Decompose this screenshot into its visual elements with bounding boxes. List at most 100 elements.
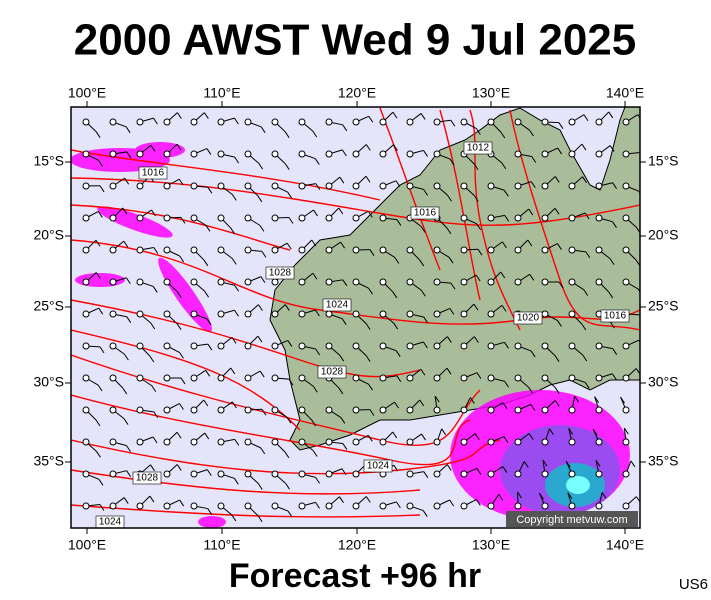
barb-station	[622, 502, 630, 510]
isobar-label: 1024	[367, 461, 390, 472]
barb-flag	[527, 239, 533, 247]
barb-flag	[393, 322, 399, 330]
barb-station	[595, 502, 603, 510]
barb-station	[298, 150, 306, 158]
barb-station	[352, 182, 360, 190]
barb-flag	[125, 277, 131, 285]
barb-flag	[582, 354, 588, 362]
barb-flag	[258, 304, 263, 311]
barb-flag	[530, 181, 536, 188]
barb-station	[298, 118, 306, 126]
barb-flag	[529, 129, 534, 137]
barb-station	[379, 118, 387, 126]
barb-station	[298, 438, 306, 446]
barb-flag	[393, 464, 399, 472]
barb-flag	[259, 370, 265, 378]
barb-station	[514, 118, 522, 126]
barb-flag	[284, 131, 290, 138]
barb-flag	[315, 309, 320, 317]
barb-flag	[149, 495, 155, 503]
barb-flag	[122, 207, 128, 215]
barb-station	[244, 406, 252, 414]
barb-flag	[176, 323, 182, 330]
barb-station	[379, 502, 387, 510]
barb-station	[433, 342, 441, 350]
barb-flag	[612, 221, 617, 228]
barb-flag	[207, 343, 213, 351]
lat-label-left: 30°S	[33, 374, 64, 390]
barb-station	[325, 342, 333, 350]
barb-flag	[523, 461, 529, 468]
barb-station	[163, 182, 171, 190]
barb-flag	[342, 443, 348, 450]
barb-station	[163, 470, 171, 478]
barb-flag	[531, 156, 537, 163]
barb-station	[82, 150, 90, 158]
barb-station	[325, 310, 333, 318]
barb-flag	[205, 370, 211, 377]
barb-station	[298, 374, 306, 382]
barb-station	[514, 150, 522, 158]
barb-flag	[609, 145, 615, 152]
barb-station	[541, 342, 549, 350]
barb-flag	[476, 223, 482, 231]
barb-station	[217, 182, 225, 190]
barb-station	[487, 374, 495, 382]
rain-area	[75, 273, 125, 287]
barb-flag	[365, 144, 371, 151]
barb-flag	[176, 432, 182, 439]
rain-area	[135, 142, 185, 158]
barb-station	[406, 502, 414, 510]
barb-flag	[206, 148, 212, 155]
title: 2000 AWST Wed 9 Jul 2025	[74, 16, 636, 65]
barb-station	[568, 278, 576, 286]
barb-flag	[557, 243, 562, 250]
barb-flag	[125, 126, 131, 134]
barb-station	[136, 502, 144, 510]
barb-flag	[503, 190, 509, 197]
barb-flag	[609, 321, 615, 329]
barb-station	[595, 374, 603, 382]
barb-station	[379, 278, 387, 286]
barb-flag	[558, 281, 564, 289]
barb-flag	[122, 387, 128, 395]
barb-station	[244, 470, 252, 478]
lon-label-top: 130°E	[472, 85, 510, 101]
barb-station	[190, 278, 198, 286]
barb-flag	[419, 399, 425, 407]
barb-station	[568, 182, 576, 190]
barb-flag	[609, 258, 615, 265]
barb-flag	[584, 382, 590, 389]
barb-flag	[180, 377, 186, 385]
barb-flag	[557, 147, 563, 155]
barb-flag	[449, 499, 455, 507]
barb-station	[244, 150, 252, 158]
barb-station	[163, 502, 171, 510]
lon-label-bottom: 130°E	[472, 537, 510, 553]
barb-flag	[97, 384, 103, 392]
barb-station	[244, 310, 252, 318]
barb-flag	[312, 386, 318, 393]
barb-station	[244, 118, 252, 126]
barb-station	[82, 214, 90, 222]
barb-flag	[422, 510, 428, 517]
barb-station	[298, 246, 306, 254]
barb-station	[487, 246, 495, 254]
barb-flag	[95, 131, 101, 138]
barb-flag	[554, 387, 560, 394]
barb-flag	[450, 119, 456, 127]
barb-flag	[585, 251, 591, 259]
barb-flag	[601, 492, 607, 499]
barb-station	[325, 118, 333, 126]
barb-flag	[96, 451, 101, 458]
barb-flag	[368, 383, 373, 391]
barb-flag	[340, 241, 346, 249]
barb-station	[136, 278, 144, 286]
barb-station	[163, 310, 171, 318]
barb-flag	[423, 316, 429, 324]
barb-flag	[612, 348, 618, 355]
barb-flag	[623, 427, 629, 435]
barb-station	[352, 246, 360, 254]
barb-flag	[446, 367, 452, 375]
barb-flag	[565, 460, 571, 468]
